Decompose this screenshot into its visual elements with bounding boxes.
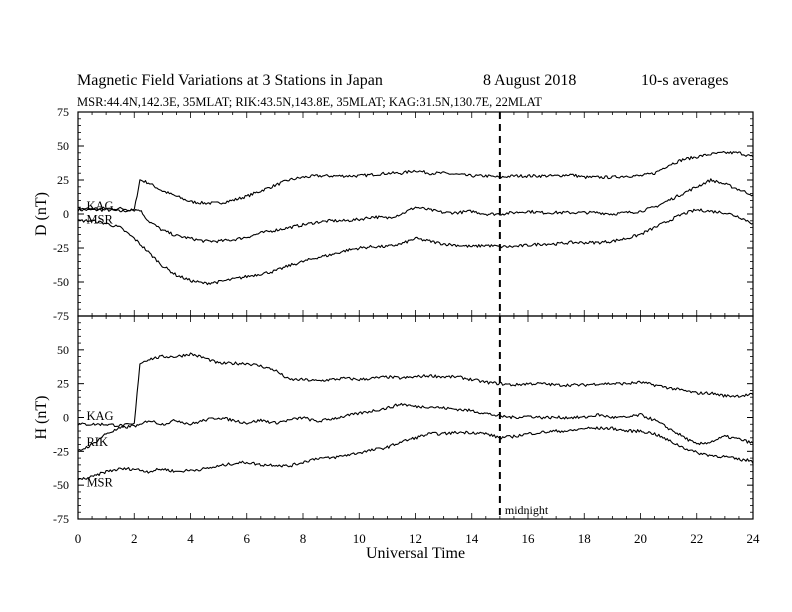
x-tick-label: 6 (244, 531, 251, 546)
y-tick-label: -50 (53, 478, 69, 492)
series-msr-line (77, 426, 754, 481)
x-tick-label: 18 (578, 531, 591, 546)
station-coordinates: MSR:44.4N,142.3E, 35MLAT; RIK:43.5N,143.… (77, 95, 542, 109)
y-tick-label: -25 (53, 444, 69, 458)
chart-date: 8 August 2018 (483, 72, 577, 89)
y-tick-label: 75 (57, 105, 69, 119)
x-tick-label: 24 (747, 531, 761, 546)
y-axis-label: H (nT) (33, 396, 50, 440)
y-tick-label: -75 (53, 512, 69, 526)
x-tick-label: 20 (634, 531, 647, 546)
panel-h-component: 50 25 0 -25 -50 -75 H (nT) KAG RIK MSR (33, 315, 754, 526)
y-tick-label: 50 (57, 139, 69, 153)
x-tick-label: 2 (131, 531, 138, 546)
series-rik-line (77, 178, 754, 244)
x-axis-label: Universal Time (366, 545, 465, 562)
y-axis-label: D (nT) (33, 192, 50, 236)
y-tick-label: 0 (63, 207, 69, 221)
x-tick-label: 16 (522, 531, 536, 546)
station-label-msr: MSR (86, 476, 113, 490)
x-tick-label: 0 (75, 531, 82, 546)
x-axis: 0 2 4 6 8 10 12 14 16 18 20 22 24 (75, 531, 760, 546)
y-tick-label: 25 (57, 377, 69, 391)
station-label-msr: MSR (86, 213, 113, 227)
x-tick-label: 4 (187, 531, 194, 546)
panel-frame (77, 111, 754, 317)
panel-frame (77, 315, 754, 520)
x-tick-label: 8 (300, 531, 307, 546)
series-kag-line (77, 150, 754, 213)
station-label-kag: KAG (86, 409, 113, 423)
series-rik-line (77, 402, 754, 452)
y-tick-label: 50 (57, 343, 69, 357)
station-label-rik: RIK (86, 435, 108, 449)
y-tick-label: -50 (53, 275, 69, 289)
x-tick-label: 22 (690, 531, 703, 546)
x-tick-label: 10 (353, 531, 366, 546)
series-msr-line (77, 208, 754, 286)
y-tick-label: 0 (63, 411, 69, 425)
midnight-label: midnight (505, 503, 549, 517)
x-tick-label: 14 (465, 531, 479, 546)
station-label-kag: KAG (86, 199, 113, 213)
chart-averaging: 10-s averages (641, 72, 729, 89)
chart-title: Magnetic Field Variations at 3 Stations … (77, 72, 383, 89)
series-kag-line (77, 352, 754, 428)
y-tick-label: -25 (53, 241, 69, 255)
y-tick-label: 25 (57, 173, 69, 187)
y-tick-label: -75 (53, 309, 69, 323)
x-tick-label: 12 (409, 531, 422, 546)
